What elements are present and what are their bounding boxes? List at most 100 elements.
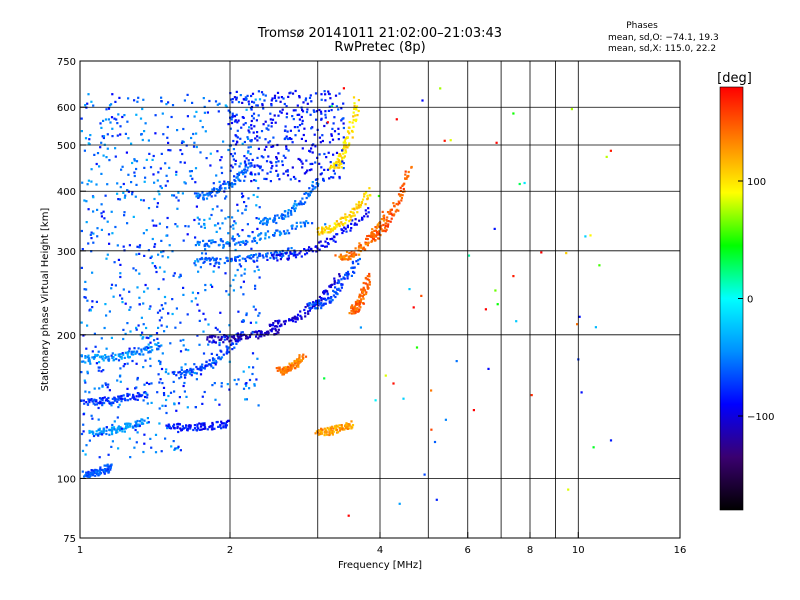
scatter-point-759: [334, 295, 337, 299]
scatter-point-629: [269, 324, 272, 327]
scatter-point-2298: [250, 108, 253, 111]
scatter-point-1215: [224, 187, 227, 190]
scatter-point-407: [200, 423, 203, 426]
scatter-point-1473: [340, 221, 343, 224]
scatter-point-877: [276, 251, 279, 254]
scatter-point-1975: [115, 118, 118, 121]
scatter-point-2550: [118, 375, 122, 378]
scatter-point-2277: [207, 323, 210, 326]
scatter-point-2659: [103, 217, 106, 220]
scatter-point-565: [233, 336, 236, 339]
scatter-point-1768: [348, 132, 351, 135]
scatter-point-749: [328, 300, 331, 303]
scatter-point-1377: [383, 229, 386, 232]
scatter-point-2103: [203, 226, 206, 229]
scatter-point-630: [274, 320, 277, 323]
scatter-point-2335: [232, 289, 235, 292]
scatter-point-2560: [255, 204, 258, 207]
scatter-point-1133: [294, 200, 297, 203]
scatter-point-2097: [248, 366, 251, 369]
scatter-point-144: [118, 396, 121, 400]
scatter-point-169: [137, 392, 140, 395]
scatter-point-2052: [142, 98, 145, 101]
scatter-point-2929: [333, 172, 336, 175]
scatter-point-1827: [331, 433, 334, 436]
scatter-point-2522: [226, 383, 229, 386]
scatter-point-1539: [354, 311, 357, 314]
scatter-point-2462: [249, 145, 252, 149]
scatter-point-951: [331, 237, 334, 240]
scatter-point-1101: [273, 217, 276, 220]
scatter-point-2354: [82, 423, 85, 426]
scatter-point-606: [263, 334, 266, 337]
scatter-point-1919: [195, 378, 198, 381]
scatter-point-399: [196, 423, 199, 426]
scatter-point-974: [354, 218, 357, 221]
scatter-point-875: [275, 256, 278, 260]
scatter-point-137: [117, 395, 120, 398]
scatter-point-2651: [127, 190, 130, 193]
scatter-point-1848: [337, 431, 340, 434]
scatter-point-2328: [257, 172, 260, 175]
scatter-point-1511: [357, 204, 360, 207]
scatter-point-2413: [90, 180, 93, 183]
scatter-point-2874: [264, 120, 267, 123]
scatter-point-2146: [218, 343, 221, 347]
scatter-point-221: [122, 353, 125, 356]
scatter-point-2280: [167, 312, 170, 315]
scatter-point-1796: [314, 432, 317, 435]
scatter-point-1962: [227, 293, 230, 296]
scatter-point-2978: [328, 177, 331, 180]
scatter-point-1505: [355, 203, 358, 206]
scatter-point-1736: [341, 156, 344, 159]
scatter-point-440: [224, 422, 227, 425]
scatter-point-1662: [288, 362, 291, 365]
scatter-point-1340: [380, 218, 384, 221]
scatter-point-2588: [80, 321, 83, 324]
scatter-point-783: [342, 276, 345, 279]
scatter-point-1572: [362, 302, 365, 305]
scatter-point-3097: [420, 294, 423, 297]
scatter-point-977: [361, 218, 364, 221]
scatter-point-1293: [358, 245, 361, 248]
scatter-point-2513: [167, 141, 170, 144]
scatter-point-59: [98, 469, 102, 472]
scatter-point-2242: [118, 198, 122, 201]
scatter-point-968: [350, 222, 353, 225]
scatter-point-1758: [343, 145, 346, 148]
scatter-point-1409: [395, 202, 398, 206]
scatter-point-2875: [314, 92, 318, 95]
scatter-point-1009: [221, 240, 224, 243]
scatter-point-742: [320, 297, 323, 300]
scatter-point-1049: [275, 229, 278, 232]
scatter-point-3065: [291, 166, 294, 169]
scatter-point-1287: [353, 254, 356, 257]
scatter-point-2365: [105, 156, 108, 159]
scatter-point-1684: [295, 361, 298, 364]
scatter-point-2963: [320, 112, 323, 115]
scatter-point-470: [190, 374, 193, 377]
scatter-point-3061: [309, 162, 312, 166]
scatter-point-1854: [335, 428, 338, 431]
scatter-point-3077: [251, 158, 254, 161]
scatter-point-1358: [372, 236, 375, 240]
scatter-point-1926: [120, 168, 123, 171]
scatter-point-2982: [250, 94, 253, 98]
scatter-point-1469: [333, 222, 336, 225]
scatter-point-56: [97, 470, 100, 473]
scatter-point-1741: [343, 155, 346, 158]
scatter-point-1644: [282, 366, 285, 369]
scatter-point-432: [222, 422, 225, 425]
scatter-point-1332: [378, 225, 381, 228]
scatter-point-2374: [182, 239, 185, 242]
scatter-point-1972: [166, 136, 169, 139]
scatter-point-2820: [341, 149, 344, 152]
scatter-point-677: [311, 306, 314, 309]
scatter-point-995: [206, 244, 209, 247]
scatter-point-1079: [259, 221, 262, 225]
scatter-point-2318: [143, 130, 146, 133]
scatter-point-2301: [160, 304, 163, 307]
scatter-point-2961: [254, 137, 257, 140]
scatter-point-182: [84, 355, 87, 358]
scatter-point-750: [325, 299, 328, 302]
